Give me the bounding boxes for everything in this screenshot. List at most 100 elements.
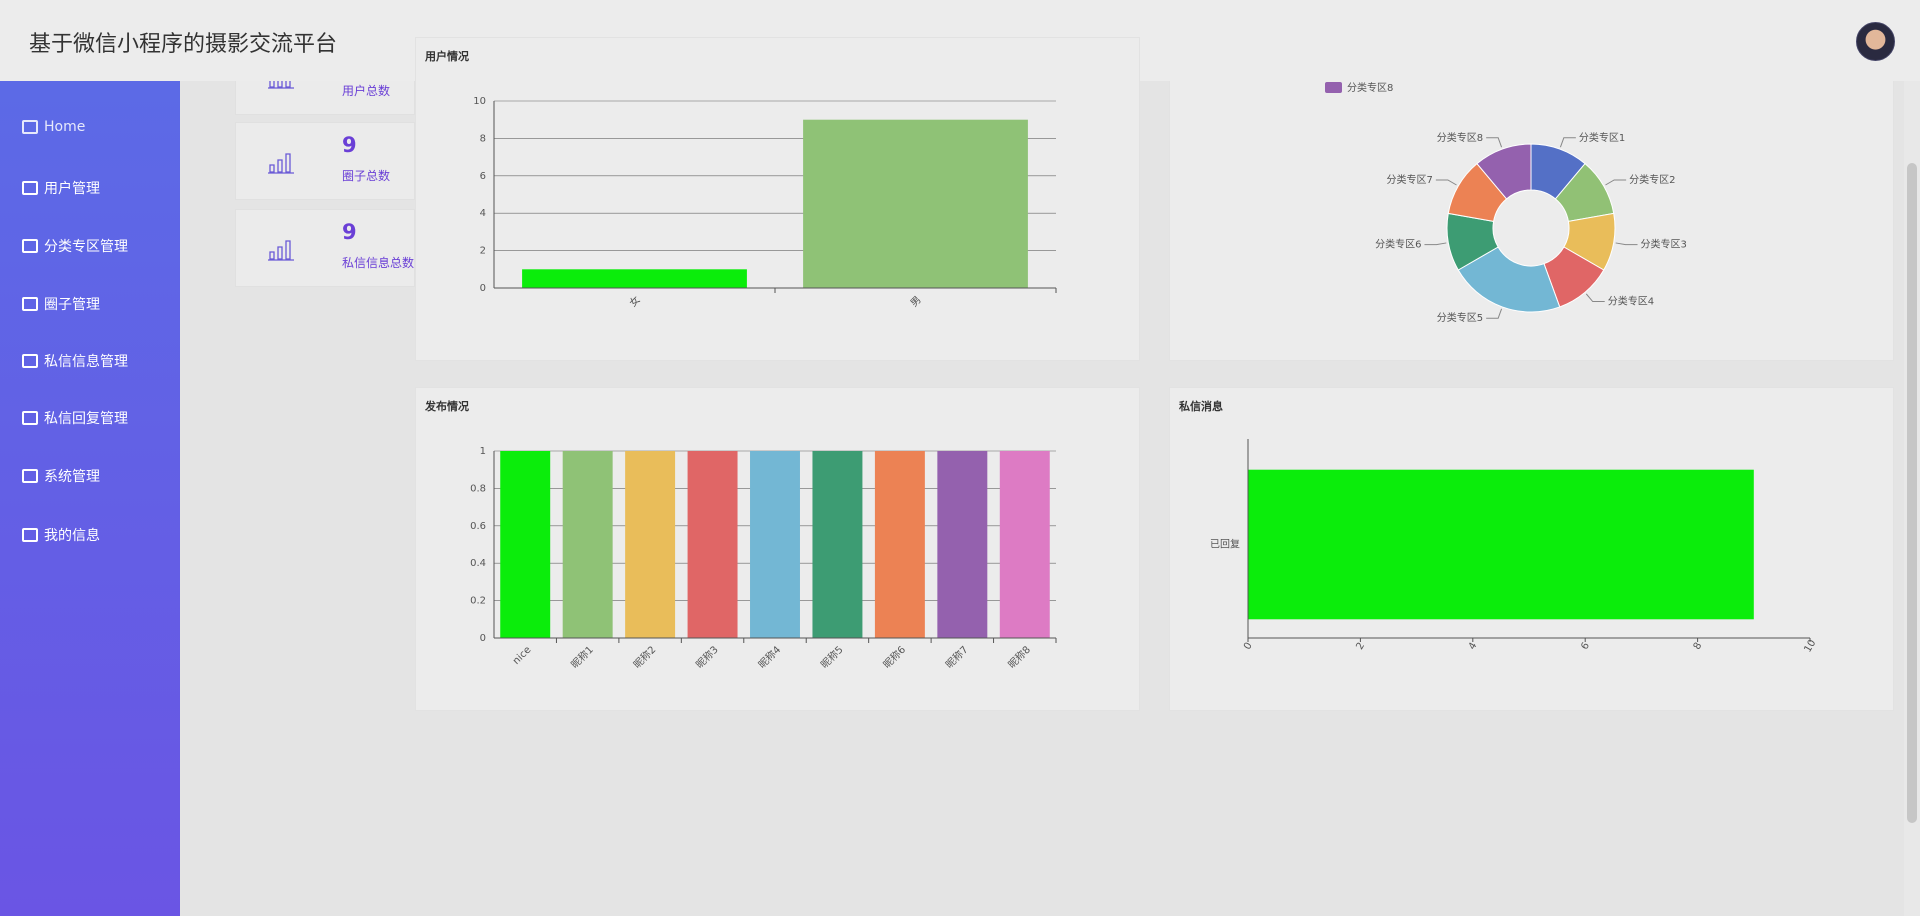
x-tick-label: 昵称5 bbox=[818, 643, 846, 671]
bar bbox=[999, 451, 1050, 638]
y-tick-label: 8 bbox=[480, 133, 486, 144]
slice-label: 分类专区2 bbox=[1629, 173, 1675, 186]
y-tick-label: 0 bbox=[480, 633, 486, 644]
menu-icon bbox=[22, 469, 38, 483]
menu-label: Home bbox=[44, 119, 86, 135]
slice-label: 分类专区7 bbox=[1386, 173, 1432, 186]
menu-icon bbox=[22, 528, 38, 542]
menu-label: 用户管理 bbox=[44, 181, 100, 197]
bar bbox=[625, 451, 676, 638]
menu-item[interactable]: 私信回复管理 bbox=[22, 408, 128, 428]
app-title: 基于微信小程序的摄影交流平台 bbox=[29, 32, 338, 57]
menu-icon bbox=[22, 120, 38, 134]
bar bbox=[687, 451, 738, 638]
menu-icon bbox=[22, 354, 38, 368]
icon-shape bbox=[268, 153, 294, 174]
bar bbox=[750, 451, 800, 638]
stat-value: 9 bbox=[342, 133, 357, 157]
chart: 0 2 4 6 8 10 女 男 bbox=[473, 96, 1057, 310]
x-tick-label: nice bbox=[511, 644, 533, 666]
y-tick-label: 0.8 bbox=[470, 483, 486, 494]
x-tick-label: 女 bbox=[626, 293, 642, 309]
menu-item[interactable]: 私信信息管理 bbox=[22, 351, 128, 371]
sidebar: Home 用户管理分类专区管理 圈子管理私信信息管理 私信回复管理 系统管理我的信息 bbox=[0, 81, 180, 916]
bar bbox=[937, 451, 988, 638]
x-tick-label: 昵称1 bbox=[568, 643, 596, 671]
x-tick-label: 男 bbox=[908, 294, 924, 310]
label-line bbox=[1435, 179, 1457, 186]
x-tick-label: 10 bbox=[1802, 638, 1818, 655]
chart: 分类专区1 分类专区2 分类专区3 分类专区4 分类专区5 分类专区6 分类专区7 分类专区8… bbox=[1325, 81, 1687, 324]
menu-icon bbox=[22, 297, 38, 311]
stat-icon bbox=[268, 68, 294, 89]
label-line bbox=[1615, 242, 1638, 246]
y-tick-label: 1 bbox=[480, 446, 486, 457]
menu-item[interactable]: 系统管理 bbox=[22, 466, 100, 486]
y-tick-label: 2 bbox=[480, 246, 486, 257]
menu-item[interactable]: Home bbox=[22, 119, 85, 135]
label-line bbox=[1559, 137, 1576, 148]
x-tick-label: 昵称4 bbox=[755, 643, 783, 671]
x-tick-label: 昵称8 bbox=[1005, 643, 1033, 671]
menu-item[interactable]: 分类专区管理 bbox=[22, 236, 128, 256]
stat-value: 9 bbox=[342, 220, 357, 244]
x-tick-label: 昵称2 bbox=[631, 643, 659, 671]
slice-label: 分类专区3 bbox=[1641, 238, 1687, 251]
bar bbox=[874, 451, 925, 638]
scroll-thumb[interactable] bbox=[1907, 163, 1917, 823]
stat-label: 私信信息总数 bbox=[342, 256, 415, 270]
stat-card: 9 圈子总数 bbox=[235, 122, 415, 200]
label-line bbox=[1605, 179, 1627, 186]
y-tick-label: 4 bbox=[480, 208, 486, 219]
bar bbox=[522, 269, 747, 288]
stat-label: 用户总数 bbox=[342, 84, 391, 98]
x-tick-label: 昵称6 bbox=[880, 643, 908, 671]
chart-panel: 0 2 4 6 8 10 已回复 私信消息 bbox=[1169, 387, 1894, 711]
bar bbox=[803, 119, 1028, 288]
stat-icon bbox=[268, 240, 294, 261]
x-tick-label: 0 bbox=[1242, 641, 1255, 652]
menu-icon bbox=[22, 411, 38, 425]
icon-shape bbox=[268, 240, 294, 261]
stat-icon bbox=[268, 153, 294, 174]
menu-icon bbox=[22, 181, 38, 195]
x-tick-label: 8 bbox=[1692, 641, 1705, 652]
y-tick-label: 0.2 bbox=[470, 596, 486, 607]
menu-label: 私信回复管理 bbox=[44, 411, 128, 427]
y-tick-label: 0.4 bbox=[470, 558, 486, 569]
y-tick-label: 10 bbox=[473, 96, 486, 107]
legend-swatch bbox=[1325, 82, 1342, 93]
bar bbox=[812, 451, 863, 638]
menu-label: 分类专区管理 bbox=[44, 239, 128, 255]
menu-label: 我的信息 bbox=[44, 528, 100, 544]
menu-icon bbox=[22, 239, 38, 253]
menu-item[interactable]: 我的信息 bbox=[22, 525, 100, 545]
x-tick-label: 2 bbox=[1354, 641, 1367, 652]
slice-label: 分类专区1 bbox=[1579, 131, 1625, 144]
slice-label: 分类专区6 bbox=[1375, 238, 1421, 251]
chart: 0 2 4 6 8 10 已回复 bbox=[1210, 439, 1818, 655]
stat-card: 9 私信信息总数 bbox=[235, 209, 415, 287]
label-line bbox=[1424, 242, 1447, 246]
menu-label: 私信信息管理 bbox=[44, 354, 128, 370]
pie-slice bbox=[1476, 143, 1532, 200]
slice-label: 分类专区4 bbox=[1608, 295, 1654, 308]
x-tick-label: 昵称3 bbox=[693, 643, 721, 671]
bar bbox=[562, 451, 613, 638]
y-tick-label: 6 bbox=[480, 171, 486, 182]
chart-panel: 分类专区1 分类专区2 分类专区3 分类专区4 分类专区5 分类专区6 分类专区7 分类专区8… bbox=[1169, 37, 1894, 361]
x-tick-label: 昵称7 bbox=[943, 643, 971, 671]
chart-title: 用户情况 bbox=[425, 50, 469, 63]
avatar[interactable] bbox=[1856, 22, 1895, 61]
pie-slice bbox=[1457, 246, 1561, 313]
menu-label: 系统管理 bbox=[44, 469, 100, 485]
scrollbar[interactable] bbox=[1904, 81, 1920, 916]
slice-label: 分类专区5 bbox=[1437, 311, 1483, 324]
chart: 0 0.2 0.4 0.6 0.8 1 nice 昵称1 昵称2 昵称3 昵称4 昵称5 昵称6 昵称7 昵… bbox=[470, 446, 1057, 671]
menu-item[interactable]: 用户管理 bbox=[22, 178, 100, 198]
slice-label: 分类专区8 bbox=[1437, 131, 1483, 144]
menu-item[interactable]: 圈子管理 bbox=[22, 294, 100, 314]
bar bbox=[500, 451, 551, 638]
menu-label: 圈子管理 bbox=[44, 297, 100, 313]
icon-shape bbox=[268, 68, 294, 89]
